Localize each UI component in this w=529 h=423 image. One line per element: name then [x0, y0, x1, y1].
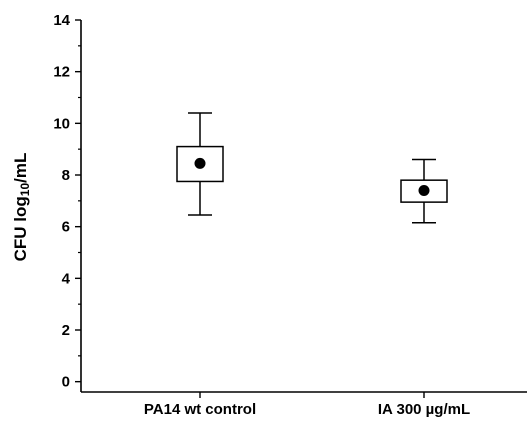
y-tick-label: 10: [53, 115, 70, 132]
y-axis-title: CFU log10/mL: [11, 153, 32, 262]
y-tick-label: 4: [62, 270, 71, 287]
y-tick-label: 12: [53, 64, 70, 81]
x-tick-label: PA14 wt control: [144, 401, 256, 418]
y-tick-label: 6: [62, 219, 70, 236]
y-ticks: 0 2 4 6 8 10 12 14: [53, 12, 81, 391]
axes: [80, 20, 527, 393]
x-tick-label: IA 300 µg/mL: [378, 401, 470, 418]
y-tick-label: 8: [62, 167, 70, 184]
y-axis-label-subscript: 10: [18, 183, 32, 197]
y-axis-label-suffix: /mL: [11, 153, 30, 183]
mean-marker: [418, 185, 430, 196]
y-axis-label-prefix: CFU log: [11, 196, 30, 261]
y-tick-label: 0: [62, 374, 70, 391]
x-categories: PA14 wt control IA 300 µg/mL: [144, 392, 470, 418]
y-tick-label: 2: [62, 322, 70, 339]
boxes: [176, 112, 448, 224]
y-tick-label: 14: [53, 12, 70, 29]
box-1: [176, 112, 224, 216]
y-axis-label: CFU log10/mL: [11, 153, 32, 262]
mean-marker: [194, 157, 206, 169]
box-2: [400, 158, 448, 224]
